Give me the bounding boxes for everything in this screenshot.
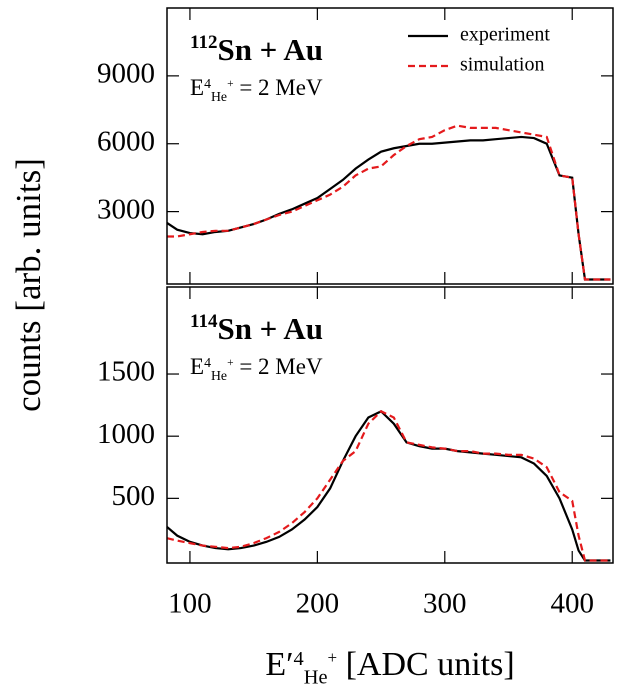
annotation: 114Sn + Au: [190, 311, 323, 346]
y-axis-label: counts [arb. units]: [9, 158, 48, 412]
x-axis-label: E′4He+ [ADC units]: [265, 646, 514, 689]
annotation: 112Sn + Au: [190, 32, 323, 67]
energy-label-part: +: [227, 357, 234, 369]
energy-label-part: He: [211, 368, 227, 383]
annotation-mass: 112: [190, 32, 217, 53]
energy-label: E4He+ = 2 MeV: [190, 75, 323, 104]
y-tick-label: 9000: [97, 58, 155, 90]
x-axis-label-part: [ADC units]: [337, 646, 515, 683]
x-tick-label: 200: [296, 588, 340, 620]
x-tick-label: 300: [423, 588, 467, 620]
energy-label-part: 4: [204, 355, 211, 370]
plot-frame: [166, 7, 614, 285]
x-axis-label-part: E′: [265, 646, 293, 683]
x-axis-label-part: +: [328, 648, 338, 667]
y-tick-label: 6000: [97, 125, 155, 157]
energy-label-part: = 2 MeV: [234, 354, 323, 379]
x-axis-label-part: 4: [294, 648, 304, 670]
data-line: [166, 135, 611, 281]
y-tick-label: 1000: [97, 418, 155, 450]
x-axis-label-part: He: [304, 667, 328, 689]
legend-label: experiment: [460, 24, 550, 46]
y-tick-label: 500: [112, 480, 156, 512]
energy-label-part: E: [190, 354, 204, 379]
energy-label-part: = 2 MeV: [234, 75, 323, 100]
data-line: [166, 409, 611, 562]
x-tick-label: 100: [168, 588, 212, 620]
energy-label-part: 4: [204, 76, 211, 91]
energy-label-part: +: [227, 78, 234, 90]
energy-label-part: He: [211, 89, 227, 104]
data-line: [166, 409, 611, 562]
x-tick-label: 400: [550, 588, 594, 620]
y-tick-label: 1500: [97, 356, 155, 388]
plot-frame: [166, 286, 614, 564]
legend-label: simulation: [460, 54, 544, 76]
energy-label-part: E: [190, 75, 204, 100]
annotation-text: Sn + Au: [217, 311, 323, 346]
data-line: [167, 124, 611, 281]
annotation-text: Sn + Au: [217, 32, 323, 67]
y-tick-label: 3000: [97, 193, 155, 225]
energy-label: E4He+ = 2 MeV: [190, 354, 323, 383]
annotation-mass: 114: [190, 311, 218, 332]
